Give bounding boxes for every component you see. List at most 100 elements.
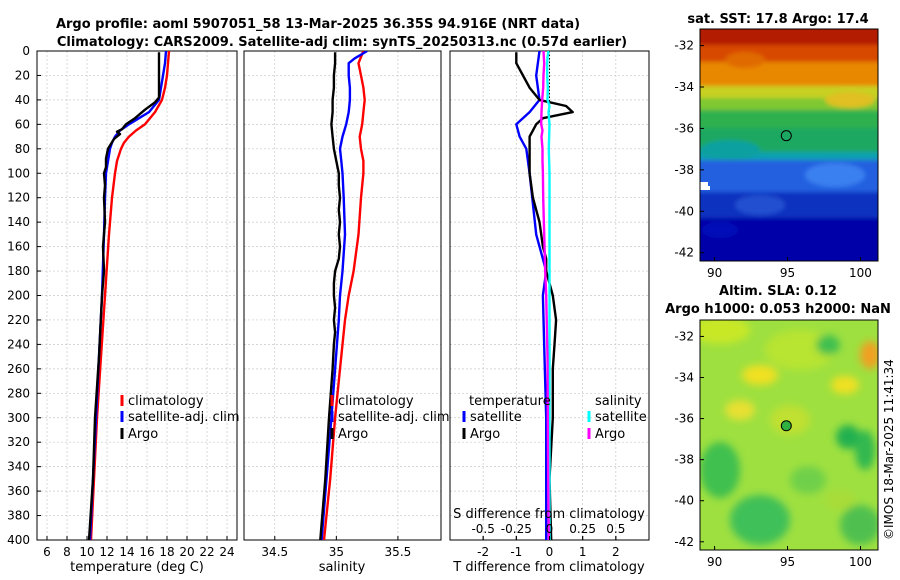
y-tick-label: 300 xyxy=(7,411,30,425)
x-tick-label: 18 xyxy=(159,545,174,559)
y-tick-label: 400 xyxy=(7,533,30,547)
salinity-legend: climatology satellite-adj. clim Argo xyxy=(330,394,450,442)
map-y-tick-label: -32 xyxy=(674,39,694,53)
legend-t-argo-label: Argo xyxy=(470,427,500,442)
series-line-argo xyxy=(319,52,342,540)
salinity-panel: 34.5 35 35.5 salinity climatology satellit… xyxy=(243,50,450,575)
map-y-tick-label: -40 xyxy=(674,494,694,508)
y-tick-label: 360 xyxy=(7,484,30,498)
x-tick-label: 14 xyxy=(119,545,134,559)
legend-salinity-title: salinity xyxy=(595,394,642,409)
s-tick-label: -0.5 xyxy=(471,522,494,536)
map-y-tick-label: -42 xyxy=(674,535,694,549)
map-x-tick-label: 90 xyxy=(707,555,722,569)
sla-map-title-line2: Argo h1000: 0.053 h2000: NaN xyxy=(665,302,891,317)
temperature-legend: climatology satellite-adj. clim Argo xyxy=(120,394,240,442)
salinity-xlabel: salinity xyxy=(319,560,366,575)
legend-climatology-label: climatology xyxy=(338,394,414,409)
series-line-t-argo xyxy=(515,52,574,540)
series-line-argo xyxy=(87,52,161,540)
sla-map-frame xyxy=(699,319,879,551)
map-y-tick-label: -38 xyxy=(674,453,694,467)
t-difference-xlabel: T difference from climatology xyxy=(452,560,645,575)
s-tick-label: 0 xyxy=(546,522,554,536)
y-tick-label: 120 xyxy=(7,191,30,205)
legend-satellite-adj-label: satellite-adj. clim xyxy=(338,410,450,425)
y-tick-label: 260 xyxy=(7,362,30,376)
temperature-panel: 0 20 40 60 80 100 120 140 160 180 200 220 240 260 280 3… xyxy=(7,44,240,575)
s-tick-label: -0.25 xyxy=(501,522,532,536)
salinity-axes-frame xyxy=(243,50,442,541)
x-tick-label: 8 xyxy=(63,545,71,559)
y-tick-label: 40 xyxy=(15,93,30,107)
map-y-tick-label: -40 xyxy=(674,204,694,218)
x-tick-label: 34.5 xyxy=(261,545,288,559)
series-line-climatology xyxy=(89,51,171,540)
legend-temperature-title: temperature xyxy=(469,394,551,409)
argo-float-marker xyxy=(780,130,792,142)
map-y-tick-label: -38 xyxy=(674,163,694,177)
x-tick-label: -1 xyxy=(510,545,522,559)
x-tick-label: 35 xyxy=(329,545,344,559)
x-tick-label: 10 xyxy=(79,545,94,559)
y-tick-label: 160 xyxy=(7,240,30,254)
legend-climatology-label: climatology xyxy=(128,394,204,409)
temperature-xlabel: temperature (deg C) xyxy=(70,560,204,575)
s-difference-xlabel: S difference from climatology xyxy=(453,507,645,522)
y-tick-label: 180 xyxy=(7,264,30,278)
difference-panel: -2 -1 0 1 2 -0.5 -0.25 0 0.25 0.5 S difference f… xyxy=(449,50,650,575)
map-x-tick-label: 100 xyxy=(849,555,872,569)
x-tick-label: 22 xyxy=(199,545,214,559)
x-tick-label: 6 xyxy=(43,545,51,559)
y-tick-label: 320 xyxy=(7,435,30,449)
map-x-tick-label: 95 xyxy=(780,266,795,280)
y-tick-label: 280 xyxy=(7,386,30,400)
map-y-tick-label: -32 xyxy=(674,329,694,343)
sla-field xyxy=(700,320,878,550)
map-y-tick-label: -42 xyxy=(674,246,694,260)
x-tick-label: 16 xyxy=(139,545,154,559)
y-tick-label: 140 xyxy=(7,215,30,229)
map-y-tick-label: -34 xyxy=(674,80,694,94)
y-tick-label: 380 xyxy=(7,509,30,523)
argo-float-marker xyxy=(780,420,792,432)
figure-title-line2: Climatology: CARS2009. Satellite-adj cli… xyxy=(57,35,627,50)
map-y-tick-label: -36 xyxy=(674,412,694,426)
series-line-climatology xyxy=(322,51,366,540)
sla-map-title-line1: Altim. SLA: 0.12 xyxy=(719,284,837,299)
sst-map: sat. SST: 17.8 Argo: 17.4 xyxy=(674,12,879,280)
y-tick-label: 60 xyxy=(15,117,30,131)
series-line-satellite-adj-clim xyxy=(320,51,368,540)
x-tick-label: 1 xyxy=(579,545,587,559)
y-tick-label: 100 xyxy=(7,166,30,180)
map-x-tick-label: 95 xyxy=(780,555,795,569)
sst-map-title: sat. SST: 17.8 Argo: 17.4 xyxy=(687,12,868,27)
y-tick-label: 20 xyxy=(15,68,30,82)
s-tick-label: 0.25 xyxy=(569,522,596,536)
series-line-s-satellite xyxy=(546,51,551,540)
map-x-tick-label: 100 xyxy=(849,266,872,280)
x-tick-label: -2 xyxy=(477,545,489,559)
sst-field xyxy=(700,29,878,261)
legend-satellite-adj-label: satellite-adj. clim xyxy=(128,410,240,425)
y-tick-label: 220 xyxy=(7,313,30,327)
difference-legend: temperature satellite Argo salinity sate… xyxy=(462,394,647,442)
y-tick-label: 80 xyxy=(15,142,30,156)
figure-title-line1: Argo profile: aoml 5907051_58 13-Mar-202… xyxy=(56,17,580,32)
sst-map-frame xyxy=(699,28,879,262)
sla-map: Altim. SLA: 0.12 Argo h1000: 0.053 h2000… xyxy=(665,284,891,569)
y-tick-label: 340 xyxy=(7,460,30,474)
imos-credit: ©IMOS 18-Mar-2025 11:41:34 xyxy=(882,359,896,540)
s-tick-label: 0.5 xyxy=(606,522,625,536)
map-y-tick-label: -34 xyxy=(674,371,694,385)
legend-s-satellite-label: satellite xyxy=(595,410,647,425)
legend-s-argo-label: Argo xyxy=(595,427,625,442)
x-tick-label: 0 xyxy=(546,545,554,559)
map-y-tick-label: -36 xyxy=(674,121,694,135)
map-x-tick-label: 90 xyxy=(707,266,722,280)
legend-t-satellite-label: satellite xyxy=(470,410,522,425)
series-line-s-argo xyxy=(540,51,550,540)
y-tick-label: 240 xyxy=(7,337,30,351)
x-tick-label: 35.5 xyxy=(385,545,412,559)
